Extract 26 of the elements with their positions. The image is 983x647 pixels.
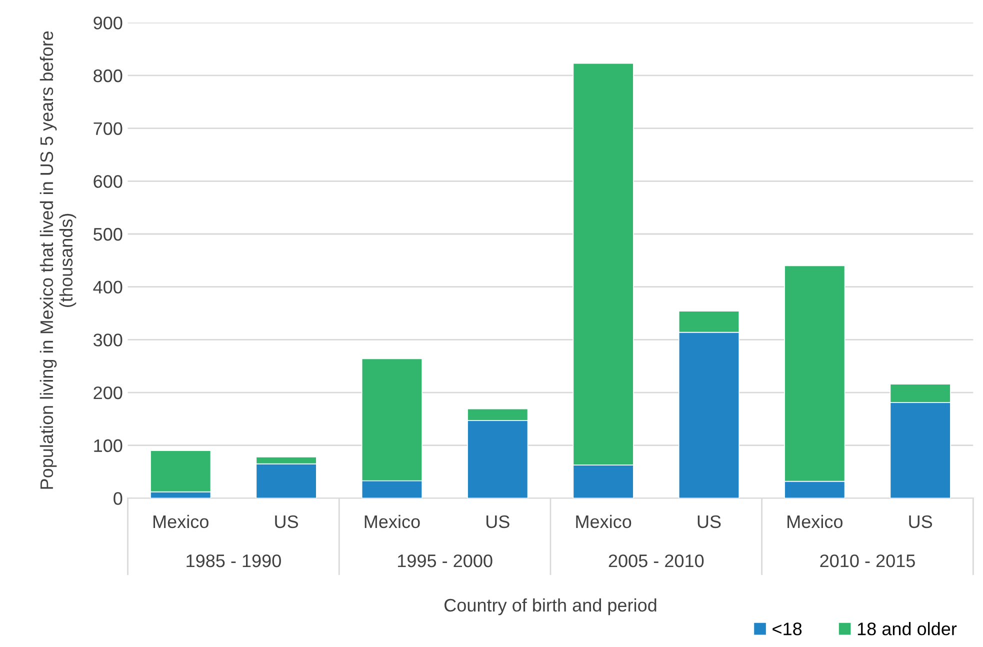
x-tick-label: Mexico <box>364 514 420 528</box>
text: 2010 - 2015 <box>820 554 915 568</box>
y-tick-label: 900 <box>94 16 122 30</box>
y-tick-label: 800 <box>94 69 122 82</box>
y-tick-label: 200 <box>94 386 122 400</box>
x-tick-label: US <box>909 515 932 528</box>
text: 1995 - 2000 <box>398 554 492 568</box>
y-tick-label: 300 <box>93 334 122 346</box>
y-tick-label: 100 <box>94 439 122 452</box>
legend-label: <18 <box>772 622 802 636</box>
x-tick-label: US <box>486 515 510 528</box>
y-tick-label: 700 <box>94 122 122 136</box>
x-tick-label: Mexico <box>576 514 632 528</box>
x-tick-label: Mexico <box>154 514 208 528</box>
y-axis-title: Population living in Mexico that lived in US 5 years before (thousands) <box>40 31 76 489</box>
y-tick-label: 600 <box>94 175 122 188</box>
x-tick-label: US <box>275 515 298 528</box>
x-tick-label: Mexico <box>788 514 842 528</box>
legend-label: 18 and older <box>858 622 957 636</box>
text: 2005 - 2010 <box>608 554 704 568</box>
y-tick-label: 0 <box>114 492 122 505</box>
y-tick-label: 500 <box>94 228 122 241</box>
y-tick-label: 400 <box>93 280 122 294</box>
x-axis-title: Country of birth and period <box>444 598 656 616</box>
x-tick-label: US <box>698 515 721 528</box>
text: 1985 - 1990 <box>186 554 281 568</box>
